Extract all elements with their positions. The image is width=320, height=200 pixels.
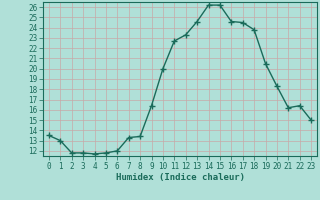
X-axis label: Humidex (Indice chaleur): Humidex (Indice chaleur) bbox=[116, 173, 244, 182]
